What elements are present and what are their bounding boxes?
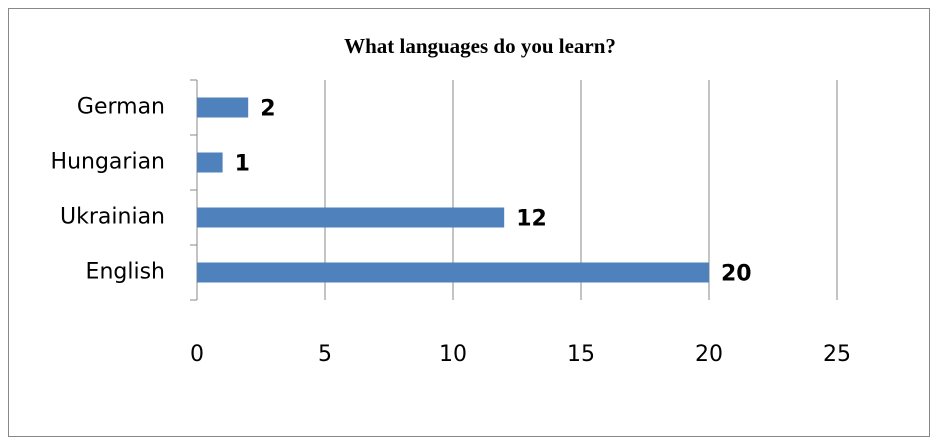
x-tick-label: 25 xyxy=(823,342,851,367)
data-label: 20 xyxy=(721,262,752,287)
bar xyxy=(197,152,223,173)
y-tick-label: Ukrainian xyxy=(60,205,165,230)
bar xyxy=(197,207,505,228)
y-tick-label: English xyxy=(86,260,165,285)
x-tick-label: 20 xyxy=(695,342,723,367)
chart-title: What languages do you learn? xyxy=(344,34,616,58)
y-tick-label: German xyxy=(77,95,165,120)
x-tick-label: 0 xyxy=(190,342,204,367)
x-tick-label: 15 xyxy=(567,342,595,367)
data-label: 2 xyxy=(260,97,275,122)
data-label: 1 xyxy=(235,152,250,177)
x-tick-label: 10 xyxy=(439,342,467,367)
x-tick-label: 5 xyxy=(318,342,332,367)
data-label: 12 xyxy=(516,207,547,232)
y-tick-label: Hungarian xyxy=(51,150,165,175)
bar xyxy=(197,262,709,283)
bar xyxy=(197,97,249,118)
